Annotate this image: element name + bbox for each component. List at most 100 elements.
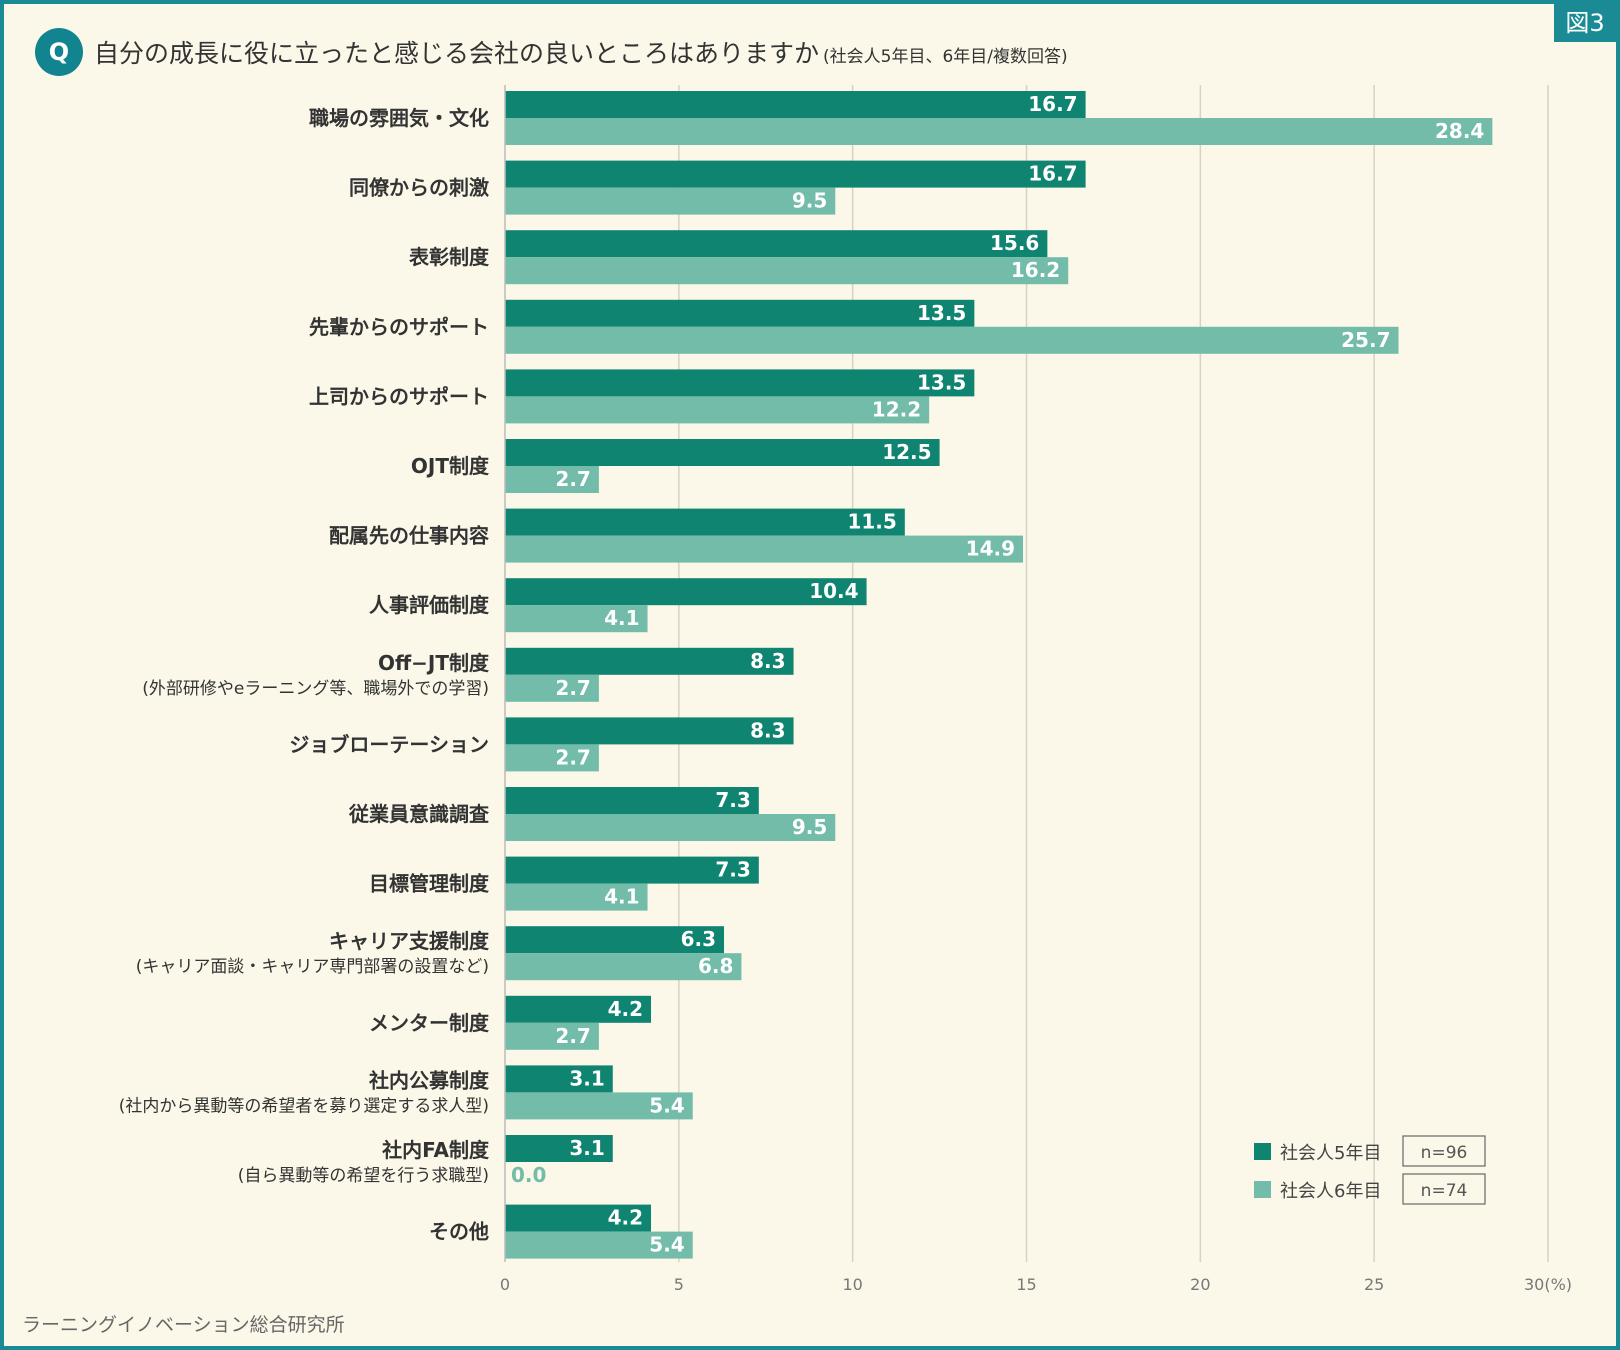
chart-title: 自分の成長に役に立ったと感じる会社の良いところはありますか [94,39,820,68]
bar-series1 [505,91,1086,118]
bar-series1 [505,230,1048,258]
category-label: Off−JT制度 [378,651,490,675]
value-label: 2.7 [555,467,590,491]
x-tick-label: 5 [674,1275,684,1294]
bar-series1 [505,1135,613,1162]
x-tick-label: 20 [1190,1275,1210,1294]
value-label: 7.3 [715,858,750,882]
value-label: 5.4 [649,1233,684,1257]
legend-swatch [1254,1143,1271,1160]
value-label: 4.2 [608,997,643,1021]
legend-n-box [1402,1135,1486,1167]
bar-series1 [505,717,794,745]
category-label: 社内公募制度 [368,1068,490,1092]
value-label: 25.7 [1341,328,1390,352]
value-label: 16.7 [1028,92,1077,116]
value-label: 9.5 [792,815,827,839]
bar-series2 [505,1092,693,1120]
category-label: 社内FA制度 [381,1138,490,1162]
category-label: 従業員意識調査 [348,802,489,826]
value-label: 16.7 [1028,162,1077,186]
bar-series1 [505,299,975,327]
value-label: 4.2 [608,1206,643,1230]
category-label: 配属先の仕事内容 [329,524,489,548]
value-label: 9.5 [792,189,827,213]
value-label: 13.5 [917,370,966,394]
value-label: 6.3 [681,927,716,951]
value-label: 12.2 [872,397,921,421]
x-tick-label: 15 [1016,1275,1036,1294]
bar-series2 [505,883,648,911]
bar-series1 [505,439,940,466]
value-label: 4.1 [604,606,639,630]
x-tick-label: 10 [842,1275,862,1294]
legend-n-label: n=74 [1421,1181,1468,1201]
category-note: (社内から異動等の希望者を募り選定する求人型) [119,1096,489,1116]
value-label: 7.3 [715,788,750,812]
value-label: 14.9 [966,537,1015,561]
bar-series2 [505,535,1024,563]
chart-subtitle: (社会人5年目、6年目/複数回答) [823,47,1068,67]
value-label: 8.3 [750,649,785,673]
category-note: (自ら異動等の希望を行う求職型) [238,1166,489,1186]
value-label: 8.3 [750,718,785,742]
category-label: その他 [429,1220,489,1244]
value-label: 6.8 [698,954,733,978]
bar-series2 [505,466,599,493]
value-label: 12.5 [882,440,931,464]
legend-label: 社会人6年目 [1280,1181,1381,1202]
bar-series2 [505,187,836,215]
bar-series2 [505,326,1399,354]
bar-series1 [505,160,1086,188]
category-label: メンター制度 [369,1011,490,1035]
value-label: 4.1 [604,885,639,909]
bar-series2 [505,257,1069,285]
bar-series2 [505,396,930,424]
bar-series2 [505,953,742,981]
value-label: 5.4 [649,1093,684,1117]
value-label: 11.5 [847,510,896,534]
x-tick-label: 0 [500,1275,510,1294]
legend-label: 社会人5年目 [1280,1143,1381,1164]
category-label: 目標管理制度 [369,872,490,896]
category-label: 職場の雰囲気・文化 [309,106,489,130]
value-label: 0.0 [511,1163,546,1187]
bar-series1 [505,995,652,1023]
bar-series2 [505,605,648,633]
x-tick-label: 25 [1364,1275,1384,1294]
value-label: 10.4 [809,579,858,603]
category-label: 先輩からのサポート [309,315,489,339]
bar-series1 [505,369,975,397]
bar-series2 [505,744,599,772]
value-label: 3.1 [569,1136,604,1160]
category-label: ジョブローテーション [289,732,489,756]
bar-series1 [505,1065,613,1093]
value-label: 3.1 [569,1066,604,1090]
bar-series1 [505,508,905,536]
source-credit: ラーニングイノベーション総合研究所 [22,1314,345,1336]
bar-series1 [505,856,759,884]
legend-swatch [1254,1181,1271,1198]
legend-n-box [1402,1173,1486,1205]
value-label: 28.4 [1435,119,1484,143]
bar-series2 [505,118,1493,145]
bar-series2 [505,1231,693,1259]
category-label: 表彰制度 [409,245,490,269]
value-label: 2.7 [555,1024,590,1048]
bar-series1 [505,787,759,814]
value-label: 13.5 [917,301,966,325]
bar-series1 [505,926,725,954]
value-label: 2.7 [555,676,590,700]
category-label: 上司からのサポート [309,384,489,408]
bar-series2 [505,1022,599,1050]
category-label: 人事評価制度 [369,593,490,617]
category-label: 同僚からの刺激 [349,176,489,200]
bar-series1 [505,578,867,606]
bar-series1 [505,1204,652,1232]
category-label: キャリア支援制度 [329,929,490,953]
x-tick-label: 30(%) [1524,1275,1572,1294]
value-label: 16.2 [1011,258,1060,282]
category-note: (外部研修やeラーニング等、職場外での学習) [142,679,489,699]
figure-label: 図3 [1554,4,1616,42]
